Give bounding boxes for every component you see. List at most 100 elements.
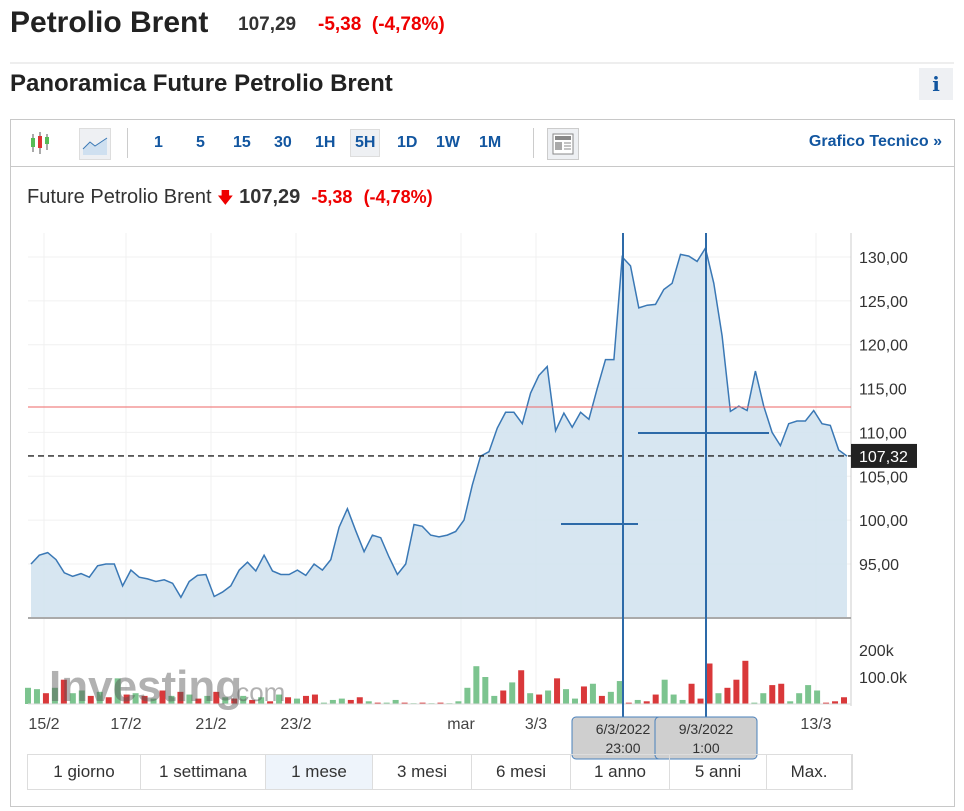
volume-bar xyxy=(276,694,283,704)
volume-bar xyxy=(661,679,668,704)
interval-30[interactable]: 30 xyxy=(274,134,292,151)
range-5-anni[interactable]: 5 anni xyxy=(670,755,767,789)
range-1-anno[interactable]: 1 anno xyxy=(571,755,670,789)
toolbar-separator xyxy=(127,128,128,158)
volume-bar xyxy=(329,699,336,704)
technical-chart-link[interactable]: Grafico Tecnico » xyxy=(808,133,942,150)
volume-bar xyxy=(302,695,309,704)
x-tick-label: 3/3 xyxy=(525,716,547,733)
range-3-mesi[interactable]: 3 mesi xyxy=(373,755,472,789)
volume-bar xyxy=(419,702,426,704)
volume-bar xyxy=(285,697,292,704)
volume-bar xyxy=(258,697,265,704)
volume-bar xyxy=(545,690,552,704)
volume-bar xyxy=(401,702,408,704)
volume-bar xyxy=(437,702,444,704)
volume-bar xyxy=(222,697,229,704)
header-change-abs: -5,38 xyxy=(318,14,362,35)
x-tick-label: 23/2 xyxy=(280,716,311,733)
y-tick-label: 115,00 xyxy=(859,382,907,399)
chart-change: -5,38 xyxy=(311,187,353,207)
chart-price: 107,29 xyxy=(239,186,301,208)
volume-bar xyxy=(132,693,139,704)
volume-bar xyxy=(500,690,507,704)
volume-bar xyxy=(527,693,534,704)
volume-bar xyxy=(554,678,561,704)
volume-bar xyxy=(96,691,103,704)
volume-bar xyxy=(60,679,67,704)
range-1-giorno[interactable]: 1 giorno xyxy=(28,755,141,789)
volume-bar xyxy=(159,690,166,704)
volume-bar xyxy=(69,693,76,704)
volume-bar xyxy=(177,691,184,704)
range-1-settimana[interactable]: 1 settimana xyxy=(141,755,266,789)
volume-bar xyxy=(724,687,731,704)
volume-bar xyxy=(769,685,776,704)
x-tick-label: 17/2 xyxy=(110,716,141,733)
volume-bar xyxy=(536,694,543,704)
header-change: -5,38 (-4,78%) xyxy=(318,14,445,36)
info-button[interactable]: i xyxy=(919,68,953,100)
interval-1m[interactable]: 1M xyxy=(479,134,502,151)
y-tick-label: 105,00 xyxy=(859,469,908,486)
interval-1d[interactable]: 1D xyxy=(397,134,418,151)
volume-bar xyxy=(473,666,480,704)
range-max[interactable]: Max. xyxy=(767,755,852,789)
volume-bar xyxy=(491,695,498,704)
volume-bar xyxy=(231,698,238,704)
y-tick-label: 100,00 xyxy=(859,513,908,530)
volume-bar xyxy=(320,702,327,704)
y-tick-label: 130,00 xyxy=(859,250,908,267)
volume-bar xyxy=(42,693,49,704)
crosshair-date: 6/3/2022 xyxy=(596,721,651,737)
volume-bar xyxy=(482,677,489,704)
volume-bar xyxy=(105,697,112,704)
interval-5h[interactable]: 5H xyxy=(350,129,381,157)
volume-bar xyxy=(823,702,830,704)
volume-bar xyxy=(814,690,821,704)
volume-bar xyxy=(392,699,399,704)
interval-1[interactable]: 1 xyxy=(154,134,163,151)
interval-1h[interactable]: 1H xyxy=(315,134,336,151)
interval-1w[interactable]: 1W xyxy=(436,134,460,151)
header-change-pct: (-4,78%) xyxy=(371,14,445,35)
volume-bar xyxy=(195,698,202,704)
volume-bar xyxy=(123,694,130,704)
area-chart-icon[interactable] xyxy=(79,128,111,160)
instrument-title: Petrolio Brent xyxy=(10,6,209,39)
volume-bar xyxy=(78,690,85,704)
interval-5[interactable]: 5 xyxy=(196,134,205,151)
volume-bar xyxy=(338,698,345,704)
x-tick-label: 21/2 xyxy=(195,716,226,733)
volume-bar xyxy=(240,695,247,704)
price-line xyxy=(30,246,848,599)
volume-bar xyxy=(374,702,381,704)
news-layout-icon[interactable] xyxy=(547,128,579,160)
range-6-mesi[interactable]: 6 mesi xyxy=(472,755,571,789)
crosshair-date-box xyxy=(654,716,758,760)
current-price-tag xyxy=(851,443,917,468)
header-price: 107,29 xyxy=(238,14,297,35)
y-tick-label: 95,00 xyxy=(859,557,899,574)
volume-bar xyxy=(625,702,632,704)
interval-15[interactable]: 15 xyxy=(233,134,251,151)
volume-bar xyxy=(356,697,363,704)
crosshair-date: 9/3/2022 xyxy=(679,721,734,737)
volume-bar xyxy=(51,687,58,704)
volume-bar xyxy=(733,679,740,704)
volume-bar xyxy=(455,701,462,704)
range-1-mese[interactable]: 1 mese xyxy=(266,755,373,789)
volume-bar xyxy=(383,702,390,704)
x-tick-label: 15/2 xyxy=(28,716,59,733)
volume-bar xyxy=(141,695,148,704)
divider xyxy=(10,62,954,64)
volume-bar xyxy=(805,685,812,704)
volume-bar xyxy=(267,701,274,704)
volume-bar xyxy=(114,678,121,704)
candlestick-icon[interactable] xyxy=(25,128,55,158)
volume-bar xyxy=(347,699,354,704)
chart-toolbar: 1 5 15 30 1H 5H 1D 1W 1M Grafico Tecnico… xyxy=(11,120,954,167)
investing-watermark-com: .com xyxy=(229,677,285,707)
y-tick-label: 125,00 xyxy=(859,294,908,311)
